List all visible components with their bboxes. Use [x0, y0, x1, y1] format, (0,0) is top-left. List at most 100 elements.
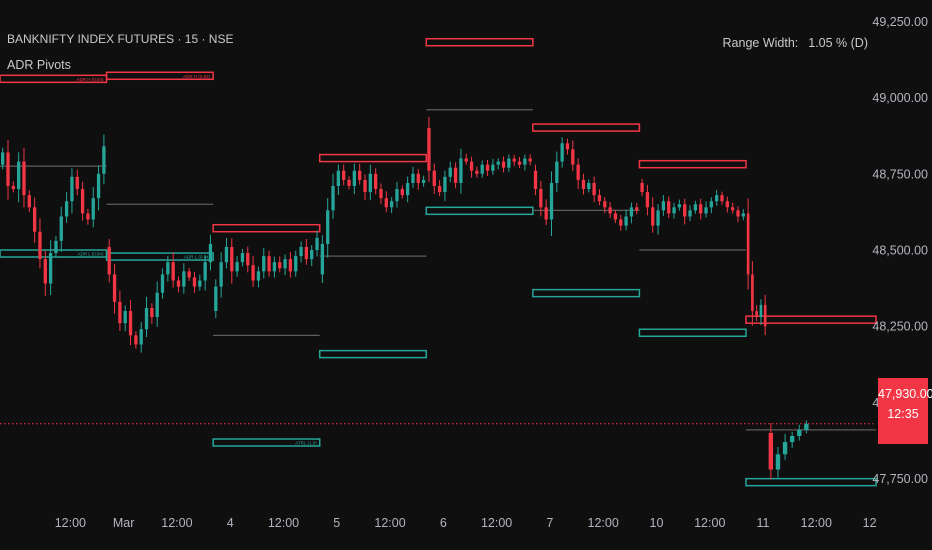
x-tick-label: Mar	[113, 516, 135, 530]
adr-low-label: ADR L (0.84)	[184, 255, 211, 260]
candle-body	[656, 210, 660, 226]
candle-body	[640, 182, 644, 193]
candle-body	[797, 429, 802, 436]
candle-body	[751, 274, 754, 311]
candle-body	[150, 307, 154, 318]
adr-low-label: ATRL (1.0)	[295, 441, 317, 446]
symbol-title: BANKNIFTY INDEX FUTURES · 15 · NSE	[7, 32, 234, 46]
candle-body	[688, 210, 692, 217]
adr-low-box	[745, 477, 877, 487]
candle-body	[374, 173, 378, 190]
candle-body	[645, 192, 650, 208]
candle-body	[448, 167, 452, 177]
candles-layer	[1, 116, 809, 480]
adr-high-box	[212, 223, 321, 233]
candle-body	[27, 195, 31, 208]
candle-body	[208, 243, 213, 263]
candle-body	[107, 246, 111, 275]
candle-body	[304, 246, 309, 260]
adr-high-box	[318, 153, 428, 163]
x-tick-label: 12:00	[268, 516, 299, 530]
adr-high-box	[105, 71, 214, 81]
candle-body	[517, 161, 522, 165]
candle-body	[603, 201, 607, 208]
candle-body	[38, 231, 42, 260]
adr-high-box	[638, 159, 747, 169]
candle-body	[256, 271, 261, 281]
candle-body	[755, 310, 758, 318]
candle-body	[635, 207, 639, 211]
candle-body	[560, 143, 564, 162]
candle-body	[709, 201, 714, 208]
candle-body	[581, 179, 586, 190]
candle-body	[720, 195, 724, 202]
candle-body	[400, 189, 404, 196]
x-tick-label: 6	[440, 516, 447, 530]
candle-body	[299, 246, 303, 257]
candle-body	[571, 149, 575, 165]
candle-body	[80, 189, 85, 214]
candle-body	[379, 189, 383, 199]
candle-body	[693, 204, 698, 211]
candle-body	[91, 198, 95, 220]
candle-body	[342, 170, 346, 180]
candle-body	[160, 274, 165, 293]
candle-body	[310, 250, 314, 260]
y-tick-label: 48,750.00	[872, 167, 928, 181]
x-tick-label: 12:00	[481, 516, 512, 530]
candle-body	[43, 259, 47, 284]
range-width-label: Range Width:	[722, 36, 799, 50]
adr-low-box	[425, 206, 534, 216]
candle-body	[198, 280, 202, 287]
candle-body	[443, 176, 447, 193]
candle-body	[677, 204, 682, 208]
last-price-badge: 47,930.00 12:35	[878, 378, 932, 444]
y-tick-label: 48,250.00	[872, 320, 928, 334]
candle-body	[629, 207, 634, 217]
candle-body	[267, 256, 271, 272]
candle-body	[118, 301, 122, 324]
candle-body	[528, 158, 532, 162]
adr-low-box	[105, 252, 214, 261]
chart-title-block: BANKNIFTY INDEX FUTURES · 15 · NSE ADR P…	[7, 32, 233, 72]
indicator-name[interactable]: ADR Pivots	[7, 58, 71, 72]
candle-body	[496, 161, 500, 165]
candle-body	[16, 161, 21, 190]
candle-body	[246, 253, 250, 266]
adr-low-box	[318, 349, 428, 359]
candle-body	[59, 216, 63, 241]
candle-body	[768, 432, 774, 470]
candle-body	[395, 189, 399, 202]
candle-body	[176, 280, 181, 287]
candle-body	[128, 310, 133, 336]
candle-body	[123, 310, 127, 324]
candle-body	[485, 164, 490, 171]
candle-body	[315, 237, 319, 250]
candle-body	[672, 207, 676, 214]
candle-body	[475, 170, 479, 174]
candle-body	[549, 182, 554, 220]
x-axis: 12:00 Mar 12:00 4 12:00 5 12:00 6 12:00 7 12:00 10 1…	[55, 516, 877, 530]
candle-body	[725, 201, 729, 208]
candle-body	[187, 271, 191, 278]
candle-body	[539, 189, 543, 208]
candle-body	[112, 274, 117, 302]
candle-body	[75, 176, 79, 190]
candle-body	[804, 423, 809, 430]
candle-body	[421, 179, 426, 183]
candle-body	[262, 256, 266, 272]
last-price-value: 47,930.00	[878, 387, 932, 401]
candle-body	[283, 259, 287, 269]
candle-body	[587, 182, 591, 190]
candle-body	[667, 201, 671, 214]
x-tick-label: 5	[333, 516, 340, 530]
candle-body	[251, 265, 255, 281]
candle-body	[230, 246, 234, 272]
x-tick-label: 12:00	[694, 516, 725, 530]
candle-body	[240, 253, 245, 263]
candle-body	[48, 253, 53, 284]
candle-body	[597, 195, 602, 202]
candle-body	[651, 207, 655, 226]
candle-body	[278, 262, 282, 269]
